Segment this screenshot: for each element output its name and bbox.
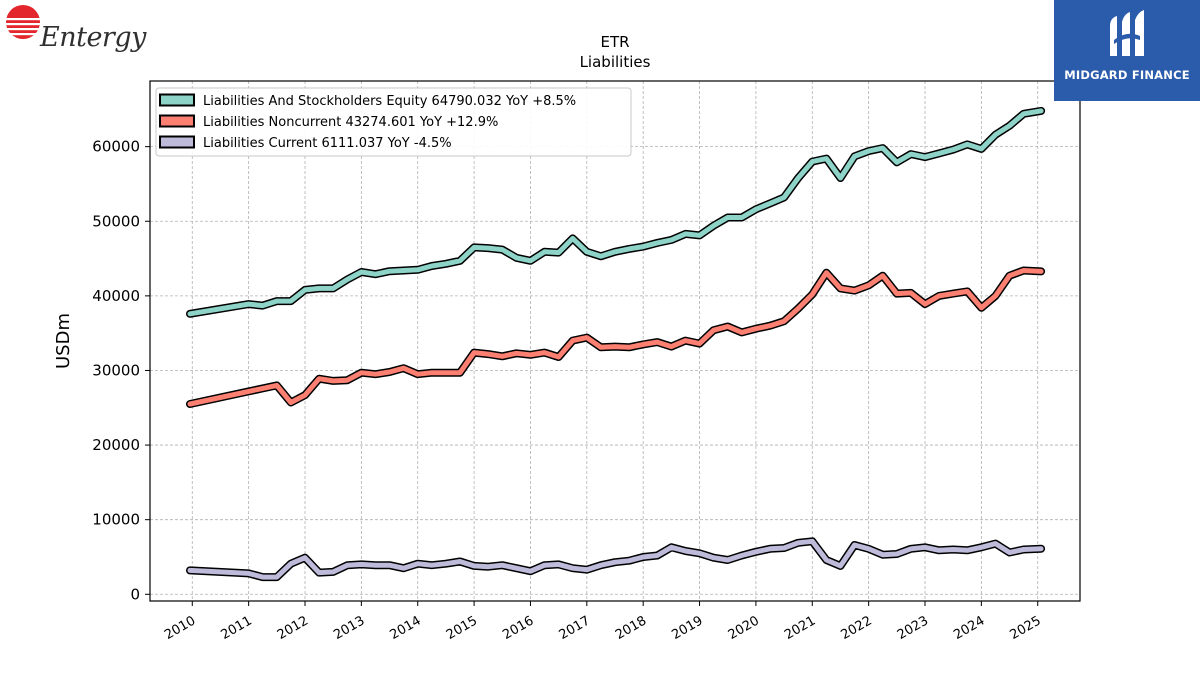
x-tick-label: 2012 — [275, 613, 311, 643]
y-axis-label: USDm — [53, 313, 74, 369]
x-tick-label: 2024 — [951, 613, 987, 643]
x-tick-label: 2015 — [444, 613, 480, 643]
legend-label: Liabilities Noncurrent 43274.601 YoY +12… — [203, 115, 498, 130]
entergy-logo: Entergy — [4, 4, 146, 56]
x-axis: 2010 2011 2012 2013 2014 2015 2016 2017 2018 2019… — [162, 601, 1044, 643]
series-0 — [186, 106, 1046, 318]
x-tick-label: 2016 — [500, 613, 536, 643]
x-tick-label: 2010 — [162, 613, 198, 643]
y-tick-label: 60000 — [92, 138, 140, 156]
x-tick-label: 2018 — [613, 613, 649, 643]
chart-title: ETR — [600, 33, 629, 51]
y-tick-label: 10000 — [92, 511, 140, 529]
series-2 — [186, 537, 1046, 582]
legend-box — [155, 87, 632, 157]
y-tick-label: 40000 — [92, 287, 140, 305]
x-tick-label: 2021 — [782, 613, 818, 643]
chart-subtitle: Liabilities — [580, 53, 651, 71]
midgard-emblem-icon — [1110, 10, 1144, 56]
x-tick-label: 2014 — [388, 613, 424, 643]
x-tick-label: 2017 — [557, 613, 593, 643]
midgard-wordmark: MIDGARD FINANCE — [1064, 68, 1190, 82]
y-tick-label: 50000 — [92, 212, 140, 230]
midgard-finance-logo: MIDGARD FINANCE — [1054, 0, 1200, 101]
x-tick-label: 2020 — [726, 613, 762, 643]
x-tick-label: 2011 — [218, 613, 254, 643]
legend: Liabilities And Stockholders Equity 6479… — [155, 87, 632, 157]
series-line — [187, 538, 1044, 580]
x-tick-label: 2013 — [331, 613, 367, 643]
x-tick-label: 2022 — [838, 613, 874, 643]
y-axis: 0 10000 20000 30000 40000 50000 60000 — [92, 138, 150, 603]
series-line — [187, 108, 1044, 317]
legend-label: Liabilities Current 6111.037 YoY -4.5% — [203, 136, 452, 151]
entergy-sun-icon — [5, 5, 41, 39]
y-tick-label: 20000 — [92, 436, 140, 454]
x-tick-label: 2019 — [669, 613, 705, 643]
y-tick-label: 0 — [130, 585, 140, 603]
y-tick-label: 30000 — [92, 361, 140, 379]
x-tick-label: 2023 — [895, 613, 931, 643]
legend-swatch — [159, 135, 195, 149]
grid — [150, 81, 1080, 601]
series-lines — [186, 106, 1046, 582]
series-line — [187, 268, 1044, 407]
x-tick-label: 2025 — [1008, 613, 1044, 643]
legend-label: Liabilities And Stockholders Equity 6479… — [203, 94, 576, 109]
plot-frame — [149, 80, 1081, 602]
series-1 — [186, 266, 1046, 408]
entergy-wordmark: Entergy — [40, 22, 146, 53]
legend-swatch — [159, 114, 195, 128]
legend-swatch — [159, 93, 195, 107]
